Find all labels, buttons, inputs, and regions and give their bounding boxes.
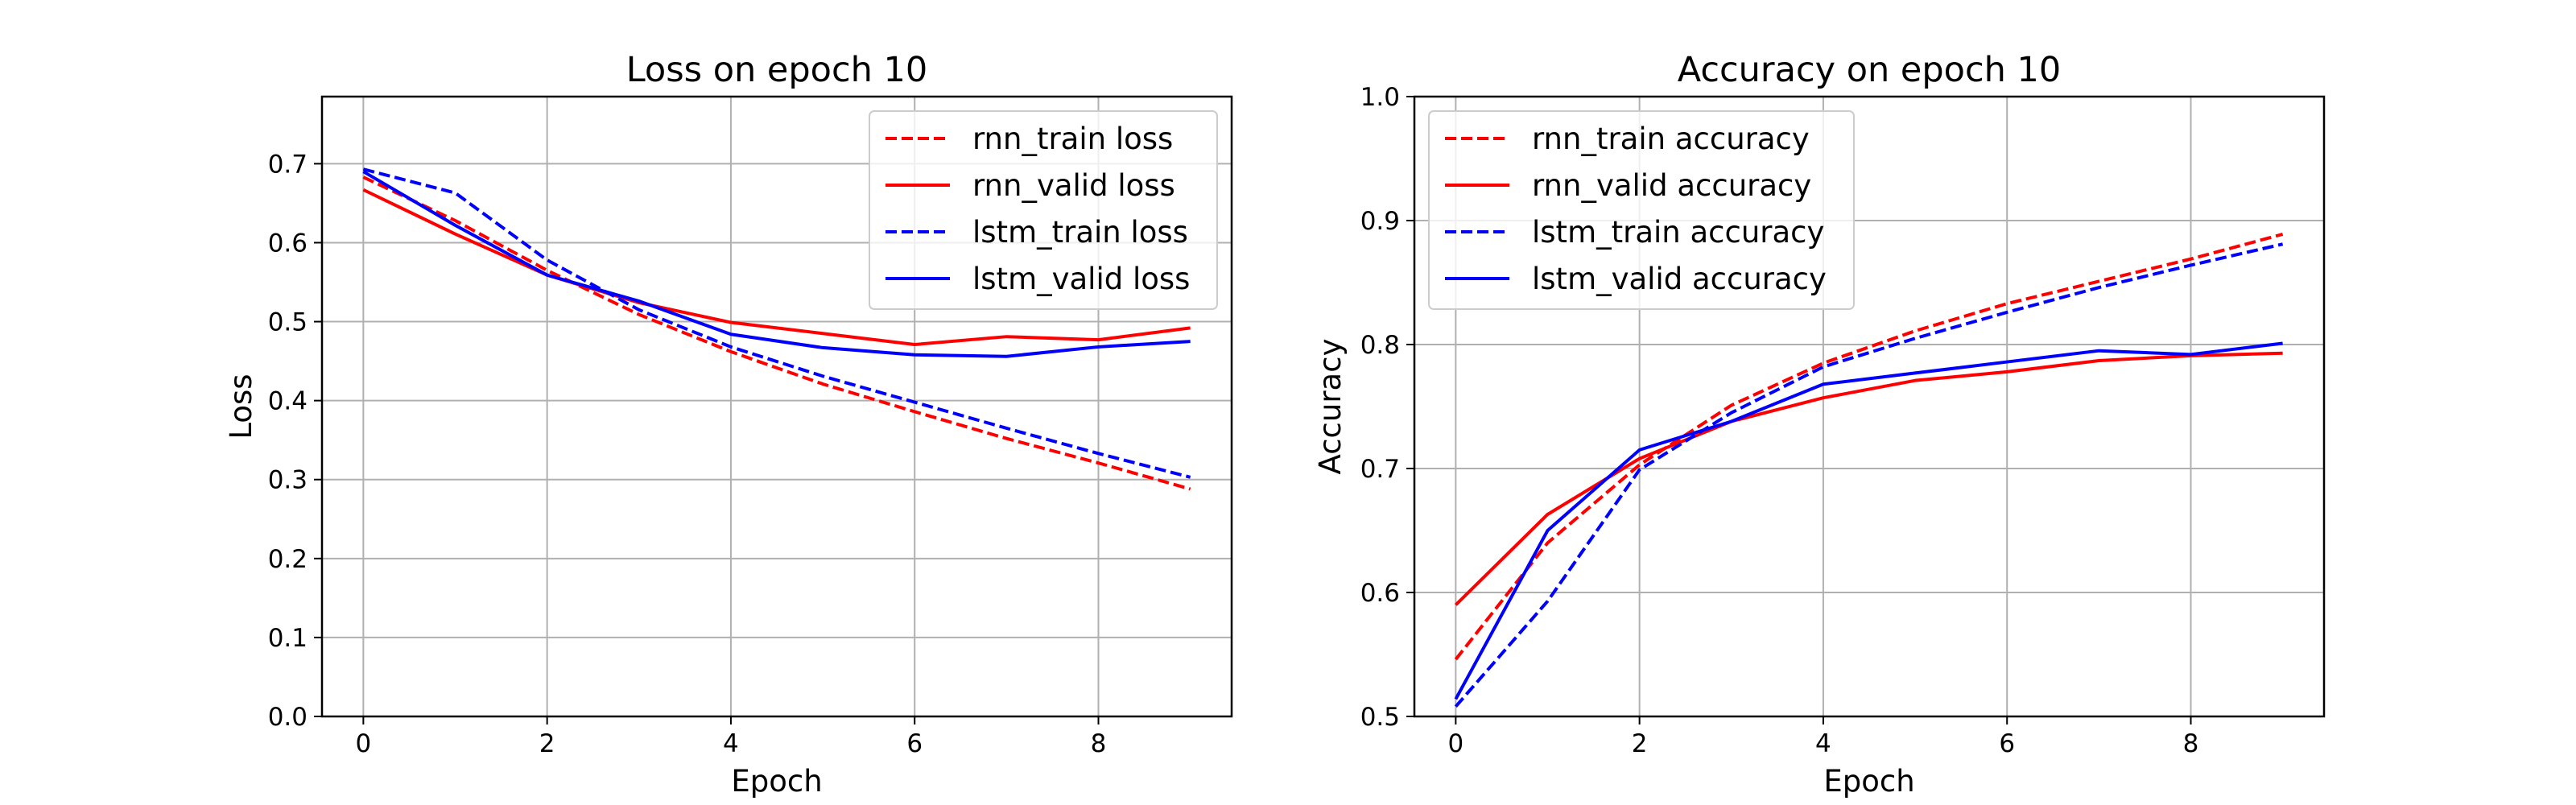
accuracy-series-line-lstm-valid-accuracy [1454, 341, 2283, 700]
accuracy-y-axis-label: Accuracy [1313, 339, 1348, 475]
accuracy-chart-title: Accuracy on epoch 10 [1678, 50, 2062, 90]
loss-x-tick-label: 2 [539, 729, 555, 758]
loss-ticks: 0 2 4 6 8 0.0 0.1 0.2 0.3 0.4 0.5 0.6 0.7 [268, 150, 1107, 758]
accuracy-y-tick-label: 0.7 [1360, 455, 1400, 484]
loss-series-line-rnn-train-loss [362, 175, 1191, 491]
accuracy-series-line-rnn-valid-accuracy [1454, 351, 2283, 606]
accuracy-legend-box [1428, 110, 1855, 310]
accuracy-x-tick-label: 4 [1815, 729, 1831, 758]
loss-series-line-rnn-valid-loss [362, 188, 1191, 346]
accuracy-y-tick-label: 0.6 [1360, 579, 1400, 608]
loss-legend-label: rnn_train loss [972, 122, 1173, 156]
loss-y-tick-label: 0.1 [268, 624, 308, 653]
accuracy-legend-label: lstm_valid accuracy [1532, 262, 1827, 296]
accuracy-legend-label: rnn_train accuracy [1532, 122, 1810, 156]
accuracy-x-tick-label: 8 [2183, 729, 2199, 758]
loss-y-tick-label: 0.0 [268, 703, 308, 732]
accuracy-x-axis-label: Epoch [1823, 764, 1914, 799]
accuracy-subplot: 0 2 4 6 8 0.5 0.6 0.7 0.8 0.9 1.0 Accuracy on epoc… [1313, 50, 2326, 799]
loss-legend-box [869, 110, 1218, 310]
accuracy-legend-label: rnn_valid accuracy [1532, 168, 1811, 203]
accuracy-y-tick-label: 1.0 [1360, 83, 1400, 112]
loss-chart-title: Loss on epoch 10 [626, 50, 928, 90]
accuracy-y-tick-label: 0.9 [1360, 207, 1400, 236]
loss-x-tick-label: 6 [906, 729, 923, 758]
loss-x-tick-label: 0 [355, 729, 371, 758]
accuracy-x-tick-label: 0 [1447, 729, 1463, 758]
accuracy-y-tick-label: 0.8 [1360, 331, 1400, 360]
accuracy-legend: rnn_train accuracy rnn_valid accuracy lstm… [1428, 110, 1855, 310]
loss-legend-label: rnn_valid loss [972, 168, 1175, 203]
loss-axes-frame [320, 95, 1233, 718]
loss-x-tick-label: 8 [1091, 729, 1107, 758]
loss-x-tick-label: 4 [723, 729, 739, 758]
accuracy-x-tick-label: 6 [1999, 729, 2015, 758]
accuracy-series [1454, 233, 2284, 708]
loss-y-axis-label: Loss [224, 374, 258, 439]
accuracy-series-line-lstm-train-accuracy [1454, 242, 2284, 708]
loss-x-axis-label: Epoch [731, 764, 822, 799]
loss-y-tick-label: 0.2 [268, 545, 308, 574]
loss-series-line-lstm-train-loss [362, 167, 1191, 479]
loss-legend: rnn_train loss rnn_valid loss lstm_train l… [869, 110, 1218, 310]
loss-legend-label: lstm_train loss [972, 215, 1188, 250]
accuracy-legend-label: lstm_train accuracy [1532, 215, 1824, 250]
accuracy-series-line-rnn-train-accuracy [1454, 233, 2284, 661]
accuracy-ticks: 0 2 4 6 8 0.5 0.6 0.7 0.8 0.9 1.0 [1360, 83, 2199, 758]
accuracy-y-tick-label: 0.5 [1360, 703, 1400, 732]
loss-y-tick-label: 0.5 [268, 308, 308, 337]
loss-series [362, 167, 1191, 491]
loss-y-tick-label: 0.7 [268, 150, 308, 179]
loss-subplot: 0 2 4 6 8 0.0 0.1 0.2 0.3 0.4 0.5 0.6 0.7 Loss on ep… [224, 50, 1233, 799]
loss-legend-label: lstm_valid loss [972, 262, 1190, 296]
accuracy-x-tick-label: 2 [1632, 729, 1648, 758]
loss-y-tick-label: 0.6 [268, 229, 308, 258]
loss-y-tick-label: 0.4 [268, 387, 308, 416]
loss-y-tick-label: 0.3 [268, 466, 308, 495]
loss-series-line-lstm-valid-loss [362, 170, 1191, 358]
accuracy-axes-frame [1413, 95, 2326, 718]
